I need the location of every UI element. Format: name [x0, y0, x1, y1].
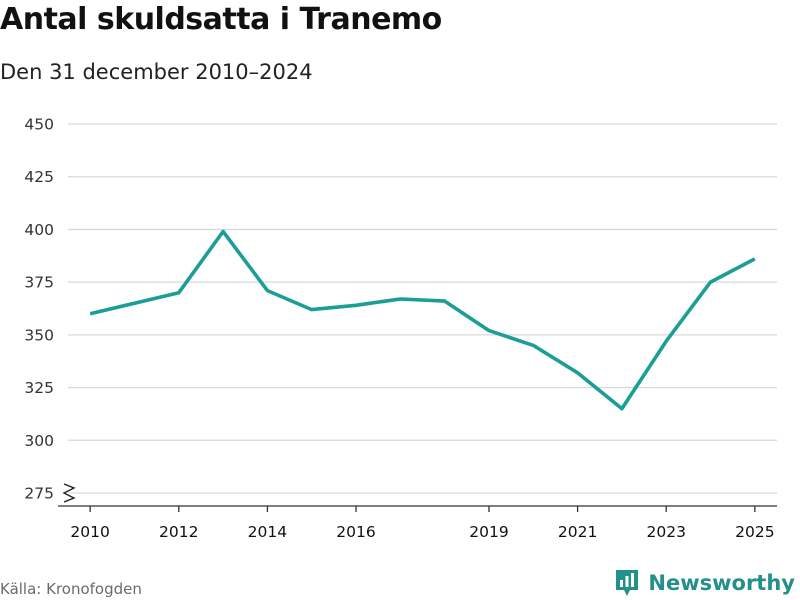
series-line	[89, 229, 756, 411]
brand: Newsworthy	[614, 568, 795, 598]
x-tick-label: 2014	[248, 523, 287, 541]
series-line-path	[89, 229, 756, 411]
y-tick-label: 400	[24, 221, 54, 239]
y-tick-label: 350	[24, 326, 54, 344]
brand-name: Newsworthy	[648, 571, 795, 595]
axis-break-icon	[62, 483, 76, 503]
source-note: Källa: Kronofogden	[0, 580, 142, 598]
x-tick-label: 2025	[735, 523, 774, 541]
chart-title: Antal skuldsatta i Tranemo	[0, 2, 442, 37]
y-tick-label: 300	[24, 432, 54, 450]
x-tick-label: 2016	[336, 523, 375, 541]
y-tick-label: 425	[24, 168, 54, 186]
y-tick-label: 325	[24, 379, 54, 397]
y-tick-label: 375	[24, 274, 54, 292]
x-tick-label: 2019	[469, 523, 508, 541]
gridlines	[68, 123, 777, 494]
y-axis-ticks: 275 300 325 350 375 400 425 450	[24, 116, 54, 503]
x-tick-label: 2021	[558, 523, 597, 541]
x-axis: 2010 2012 2014 2016 2019 2021 2023 2025	[58, 505, 777, 541]
axis-break-mark	[62, 483, 76, 503]
chart-subtitle: Den 31 december 2010–2024	[0, 60, 313, 84]
newsworthy-logo-icon	[616, 570, 639, 596]
x-tick-label: 2012	[159, 523, 198, 541]
x-tick-label: 2010	[70, 523, 109, 541]
y-tick-label: 450	[24, 116, 54, 134]
x-tick-label: 2023	[646, 523, 685, 541]
y-tick-label: 275	[24, 485, 54, 503]
